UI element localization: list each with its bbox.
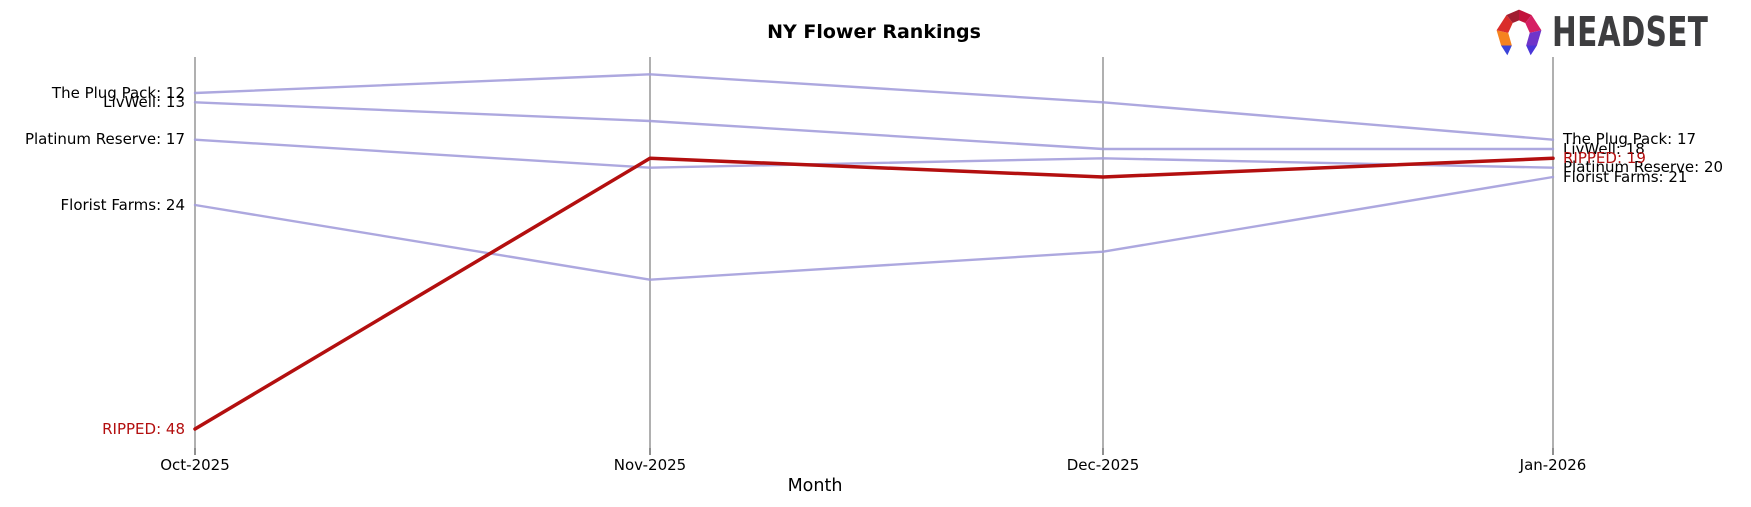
headset-logo-icon: [1496, 9, 1542, 56]
x-tick-label: Dec-2025: [1066, 456, 1140, 474]
series-start-label: Florist Farms: 24: [60, 195, 185, 214]
headset-logo-text: HEADSET: [1552, 8, 1709, 56]
series-end-label: RIPPED: 19: [1563, 148, 1646, 167]
series-start-label: RIPPED: 48: [102, 419, 185, 438]
series-start-label: LivWell: 13: [103, 92, 185, 111]
series-line-platinum-reserve: [193, 138, 1555, 169]
series-line-florist-farms: [193, 175, 1555, 281]
x-tick-label: Oct-2025: [160, 456, 230, 474]
series-line-livwell: [193, 101, 1555, 151]
series-end-label: Platinum Reserve: 20: [1563, 158, 1724, 177]
series-line-ripped: [193, 156, 1555, 431]
x-tick-label: Nov-2025: [613, 456, 687, 474]
series-end-label: LivWell: 18: [1563, 139, 1645, 158]
series-start-label: The Plug Pack: 12: [51, 83, 185, 102]
x-axis-title: Month: [787, 476, 843, 496]
chart-title: NY Flower Rankings: [767, 21, 981, 43]
series-end-label: The Plug Pack: 17: [1563, 130, 1697, 149]
series-end-label: Florist Farms: 21: [1563, 167, 1688, 186]
headset-logo: HEADSET: [1492, 6, 1751, 58]
series-start-label: Platinum Reserve: 17: [24, 130, 185, 149]
series-line-the-plug-pack: [193, 73, 1555, 141]
x-tick-label: Jan-2026: [1519, 456, 1587, 474]
